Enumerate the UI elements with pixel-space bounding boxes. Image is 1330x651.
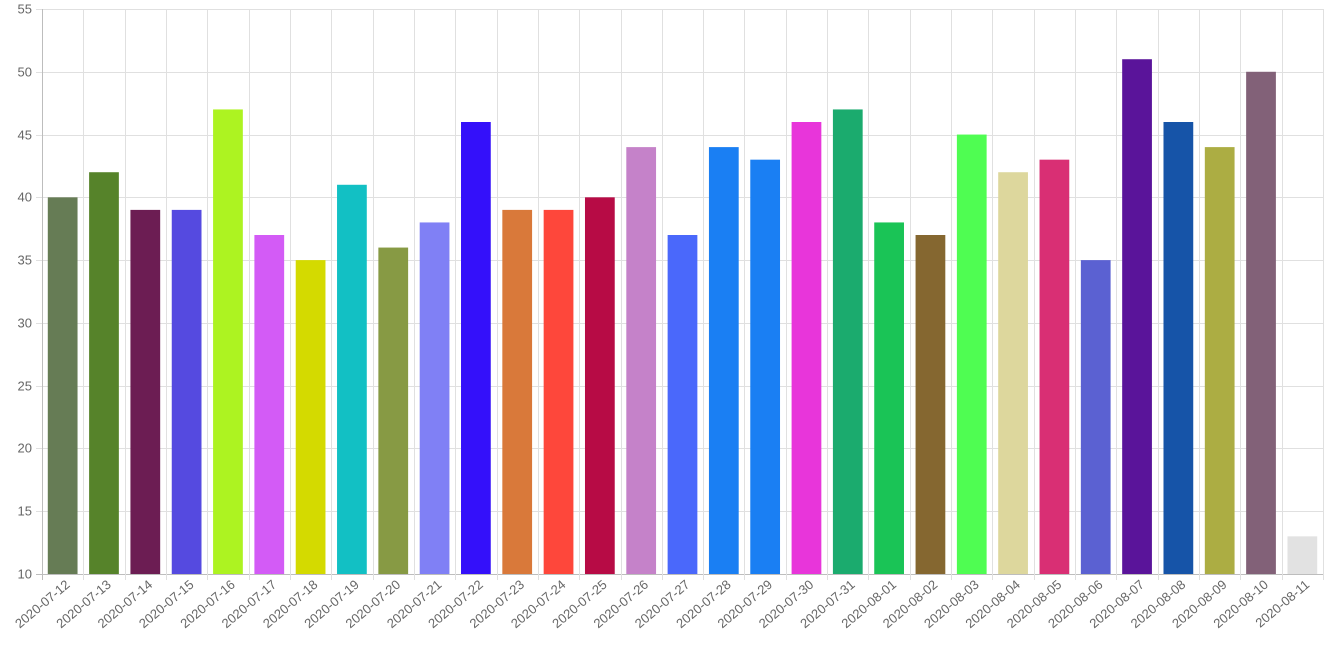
bar-2020-07-31[interactable] — [832, 109, 863, 574]
bar-2020-08-11[interactable] — [1287, 536, 1318, 574]
bar-2020-07-18[interactable] — [295, 260, 326, 574]
y-tick-label: 45 — [18, 128, 32, 143]
bar-2020-07-14[interactable] — [130, 209, 161, 574]
bar-2020-07-24[interactable] — [543, 209, 574, 574]
bar-2020-08-03[interactable] — [956, 134, 987, 574]
grid-layer — [36, 9, 1324, 580]
bar-2020-08-09[interactable] — [1204, 147, 1235, 575]
bar-2020-08-06[interactable] — [1080, 260, 1111, 574]
bar-2020-07-16[interactable] — [213, 109, 243, 574]
y-tick-label: 55 — [18, 2, 32, 17]
y-tick-label: 30 — [18, 316, 32, 331]
bar-2020-07-29[interactable] — [750, 159, 781, 575]
bar-2020-08-02[interactable] — [915, 235, 946, 574]
bar-2020-07-27[interactable] — [667, 235, 698, 574]
bar-2020-08-10[interactable] — [1246, 71, 1276, 574]
bar-2020-07-23[interactable] — [502, 209, 533, 574]
bar-2020-08-08[interactable] — [1163, 122, 1194, 574]
bar-2020-07-26[interactable] — [626, 147, 657, 575]
y-tick-label: 40 — [18, 190, 32, 205]
bar-2020-07-20[interactable] — [378, 247, 409, 574]
bar-2020-07-22[interactable] — [461, 122, 491, 574]
bar-2020-07-17[interactable] — [254, 235, 285, 574]
y-tick-label: 20 — [18, 441, 32, 456]
bar-2020-08-04[interactable] — [998, 172, 1028, 574]
y-tick-label: 35 — [18, 253, 32, 268]
bar-2020-07-28[interactable] — [708, 147, 739, 575]
y-tick-label: 25 — [18, 379, 32, 394]
bar-layer — [47, 59, 1318, 575]
y-tick-label: 50 — [18, 65, 32, 80]
bar-2020-07-25[interactable] — [584, 197, 615, 574]
bar-2020-07-13[interactable] — [89, 172, 119, 574]
bar-2020-07-30[interactable] — [791, 122, 822, 574]
bar-2020-07-19[interactable] — [337, 184, 367, 574]
bar-2020-07-12[interactable] — [47, 197, 78, 574]
bar-2020-07-15[interactable] — [171, 209, 202, 574]
bar-2020-08-07[interactable] — [1122, 59, 1152, 575]
bar-2020-07-21[interactable] — [419, 222, 450, 574]
y-tick-label: 10 — [18, 567, 32, 582]
bar-2020-08-05[interactable] — [1039, 159, 1070, 575]
y-tick-label: 15 — [18, 504, 32, 519]
bar-2020-08-01[interactable] — [874, 222, 904, 574]
